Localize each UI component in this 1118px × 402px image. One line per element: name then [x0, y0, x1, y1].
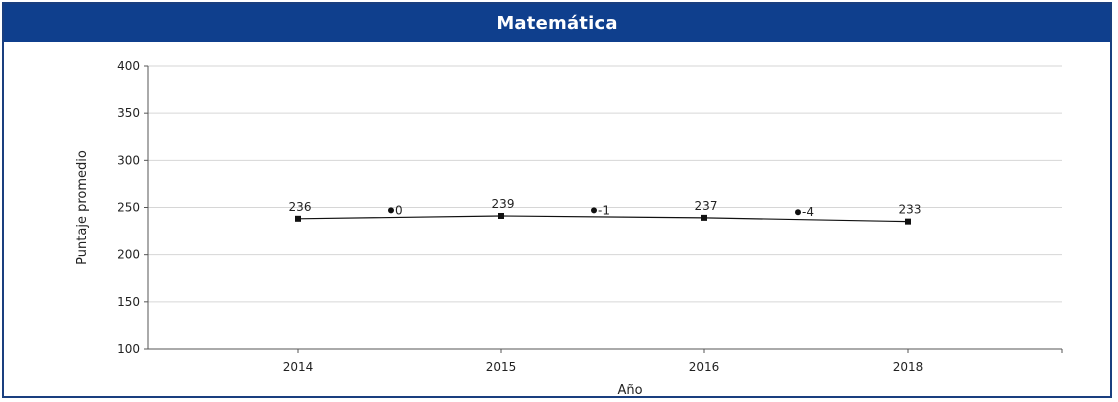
- data-point: [295, 215, 301, 222]
- x-axis-label: Año: [617, 383, 642, 398]
- data-label: 233: [899, 203, 922, 217]
- data-point: [905, 218, 911, 225]
- difference-point: [795, 209, 801, 216]
- data-label: 237: [695, 199, 718, 213]
- x-tick-label: 2014: [283, 360, 314, 374]
- y-tick-label: 350: [117, 106, 140, 120]
- difference-label: -1: [598, 203, 610, 217]
- y-tick-label: 250: [117, 201, 140, 215]
- data-point: [498, 212, 504, 219]
- y-tick-labels: 100 150 200 250 300 350 400: [117, 59, 140, 356]
- difference-markers: 0 -1 -4: [388, 203, 814, 219]
- y-tick-label: 200: [117, 248, 140, 262]
- data-label: 236: [289, 200, 312, 214]
- difference-point: [388, 207, 394, 214]
- x-tick-label: 2015: [486, 360, 517, 374]
- chart-frame: Matemática: [2, 2, 1112, 398]
- x-tick-label: 2016: [689, 360, 720, 374]
- data-label: 239: [492, 197, 515, 211]
- difference-label: -4: [802, 205, 814, 219]
- y-tick-label: 400: [117, 59, 140, 73]
- x-tick-label: 2018: [893, 360, 924, 374]
- x-tick-labels: 2014 2015 2016 2018: [283, 360, 924, 374]
- y-tick-label: 100: [117, 342, 140, 356]
- chart-title: Matemática: [496, 12, 618, 34]
- difference-point: [591, 207, 597, 214]
- series-polyline: [297, 215, 909, 223]
- chart-banner: Matemática: [4, 4, 1110, 42]
- y-axis-label: Puntaje promedio: [75, 150, 90, 265]
- data-point: [701, 214, 707, 221]
- y-tick-label: 150: [117, 295, 140, 309]
- axes: [144, 65, 1063, 353]
- difference-label: 0: [395, 203, 403, 217]
- grid-lines: [148, 65, 1062, 303]
- series-line: 236 239 237 233: [289, 197, 922, 225]
- y-tick-label: 300: [117, 153, 140, 167]
